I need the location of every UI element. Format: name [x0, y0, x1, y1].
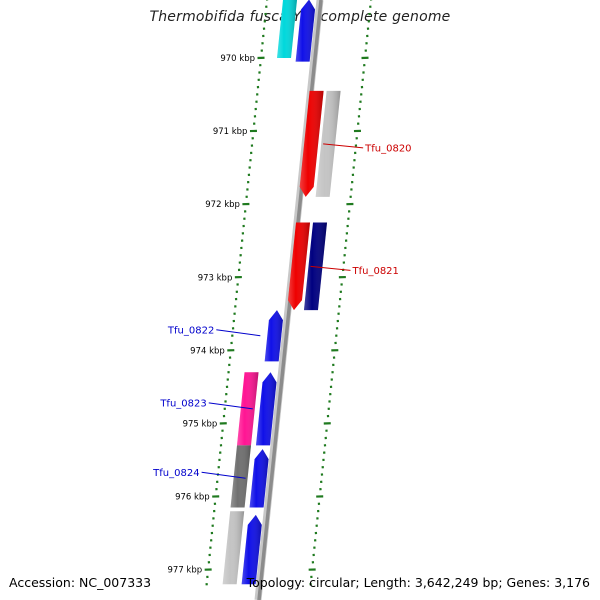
position-tick-label: 970 kbp	[220, 54, 255, 64]
position-tick-label: 971 kbp	[213, 127, 248, 137]
gene-labels: Tfu_0820 Tfu_0821 Tfu_0822 Tfu_0823 Tfu_0824	[152, 143, 411, 478]
gene-label-leader	[208, 402, 253, 410]
gene-label-leader	[216, 329, 261, 337]
position-tick-label: 974 kbp	[190, 346, 225, 356]
position-tick-label: 975 kbp	[183, 419, 218, 429]
gene-shading	[295, 0, 316, 62]
gene-label[interactable]: Tfu_0822	[167, 325, 214, 336]
gene-feature[interactable]	[222, 511, 245, 585]
gene-shading	[299, 90, 324, 197]
gene-label-leader	[323, 143, 364, 149]
gene-feature[interactable]	[249, 449, 269, 508]
genome-summary-text: Topology: circular; Length: 3,642,249 bp…	[246, 575, 590, 590]
position-tick-label: 976 kbp	[175, 493, 210, 503]
accession-text: Accession: NC_007333	[9, 575, 152, 590]
position-tick-label: 977 kbp	[168, 566, 203, 576]
gene-feature[interactable]	[277, 0, 298, 58]
position-tick-label: 972 kbp	[205, 200, 240, 210]
gene-shading	[277, 0, 298, 58]
gene-feature[interactable]	[299, 90, 324, 197]
map-title: Thermobifida fusca YX, complete genome	[149, 9, 451, 25]
gene-feature[interactable]	[264, 310, 283, 362]
position-tick-labels: 970 kbp 971 kbp 972 kbp 973 kbp 974 kbp 975 k…	[168, 54, 255, 576]
gene-shading	[222, 511, 245, 585]
gene-shading	[249, 449, 269, 508]
gene-feature[interactable]	[255, 372, 277, 446]
gene-shading	[230, 445, 251, 508]
gene-shading	[255, 372, 277, 446]
gene-label-leader	[310, 265, 351, 271]
gene-shading	[241, 514, 262, 585]
position-ticks-dotted	[204, 0, 373, 586]
gene-label[interactable]: Tfu_0821	[351, 266, 398, 277]
gene-feature[interactable]	[230, 445, 251, 508]
gene-shading	[287, 222, 311, 311]
gene-label[interactable]: Tfu_0824	[152, 468, 199, 479]
gene-shading	[264, 310, 283, 362]
gene-shading	[236, 372, 259, 446]
gene-feature[interactable]	[287, 222, 311, 311]
gene-label-leader	[201, 471, 246, 479]
gene-label[interactable]: Tfu_0820	[364, 143, 411, 154]
gene-label[interactable]: Tfu_0823	[159, 398, 206, 409]
gene-feature[interactable]	[241, 514, 262, 585]
gene-feature[interactable]	[295, 0, 316, 62]
gene-features	[222, 0, 341, 585]
position-tick-label: 973 kbp	[198, 273, 233, 283]
gene-feature[interactable]	[236, 372, 259, 446]
